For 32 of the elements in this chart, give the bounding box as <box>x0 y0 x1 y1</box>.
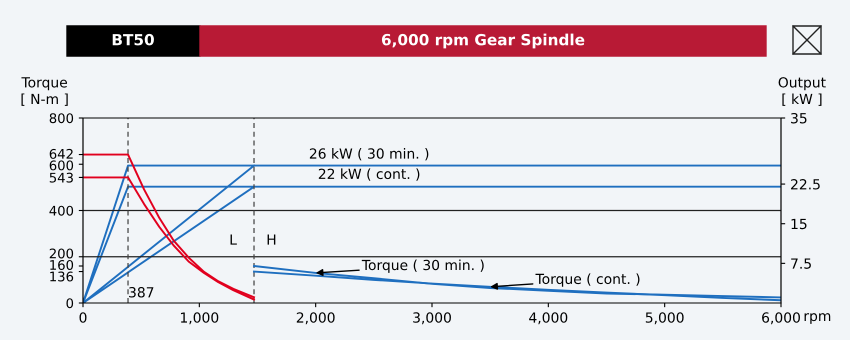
y2-tick-label: 15 <box>792 218 806 230</box>
y2-tick-label: 35 <box>791 112 806 124</box>
annotation: L <box>230 234 237 245</box>
annotation: 26 kW ( 30 min. ) <box>310 148 428 160</box>
y-tick-label: 543 <box>50 172 73 183</box>
y-tick-label: 0 <box>66 298 74 308</box>
x-tick-label: 4,000 <box>529 312 568 324</box>
annotation: H <box>268 234 276 245</box>
ref-line-label: 387 <box>129 287 154 298</box>
y-tick-label: 136 <box>50 271 74 282</box>
x-tick-label: 3,000 <box>413 312 451 324</box>
x-axis-title: rpm <box>804 313 830 324</box>
y-tick-label: 400 <box>49 206 74 216</box>
y-tick-label: 642 <box>50 148 73 159</box>
x-tick-label: 6,000 <box>762 312 800 324</box>
annotation: 22 kW ( cont. ) <box>318 168 420 181</box>
chart-title: 6,000 rpm Gear Spindle <box>382 34 584 48</box>
y-tick-label: 800 <box>50 113 74 124</box>
x-tick-label: 5,000 <box>646 312 684 324</box>
y-axis-title: Torque [ N-m ] <box>21 77 68 106</box>
x-tick-label: 0 <box>79 312 86 323</box>
x-tick-label: 1,000 <box>180 312 218 324</box>
x-tick-label: 2,000 <box>296 312 335 324</box>
y-tick-label: 160 <box>50 260 74 270</box>
y2-axis-title: Output [ kW ] <box>778 77 826 106</box>
y2-tick-label: 7.5 <box>791 258 811 269</box>
annotation: Torque ( cont. ) <box>535 273 640 287</box>
y-tick-label: 600 <box>50 160 74 170</box>
y-tick-label: 200 <box>50 248 74 258</box>
chart-subtitle: BT50 <box>112 34 154 46</box>
annotation: Torque ( 30 min. ) <box>362 259 484 273</box>
y2-tick-label: 22.5 <box>791 179 820 190</box>
